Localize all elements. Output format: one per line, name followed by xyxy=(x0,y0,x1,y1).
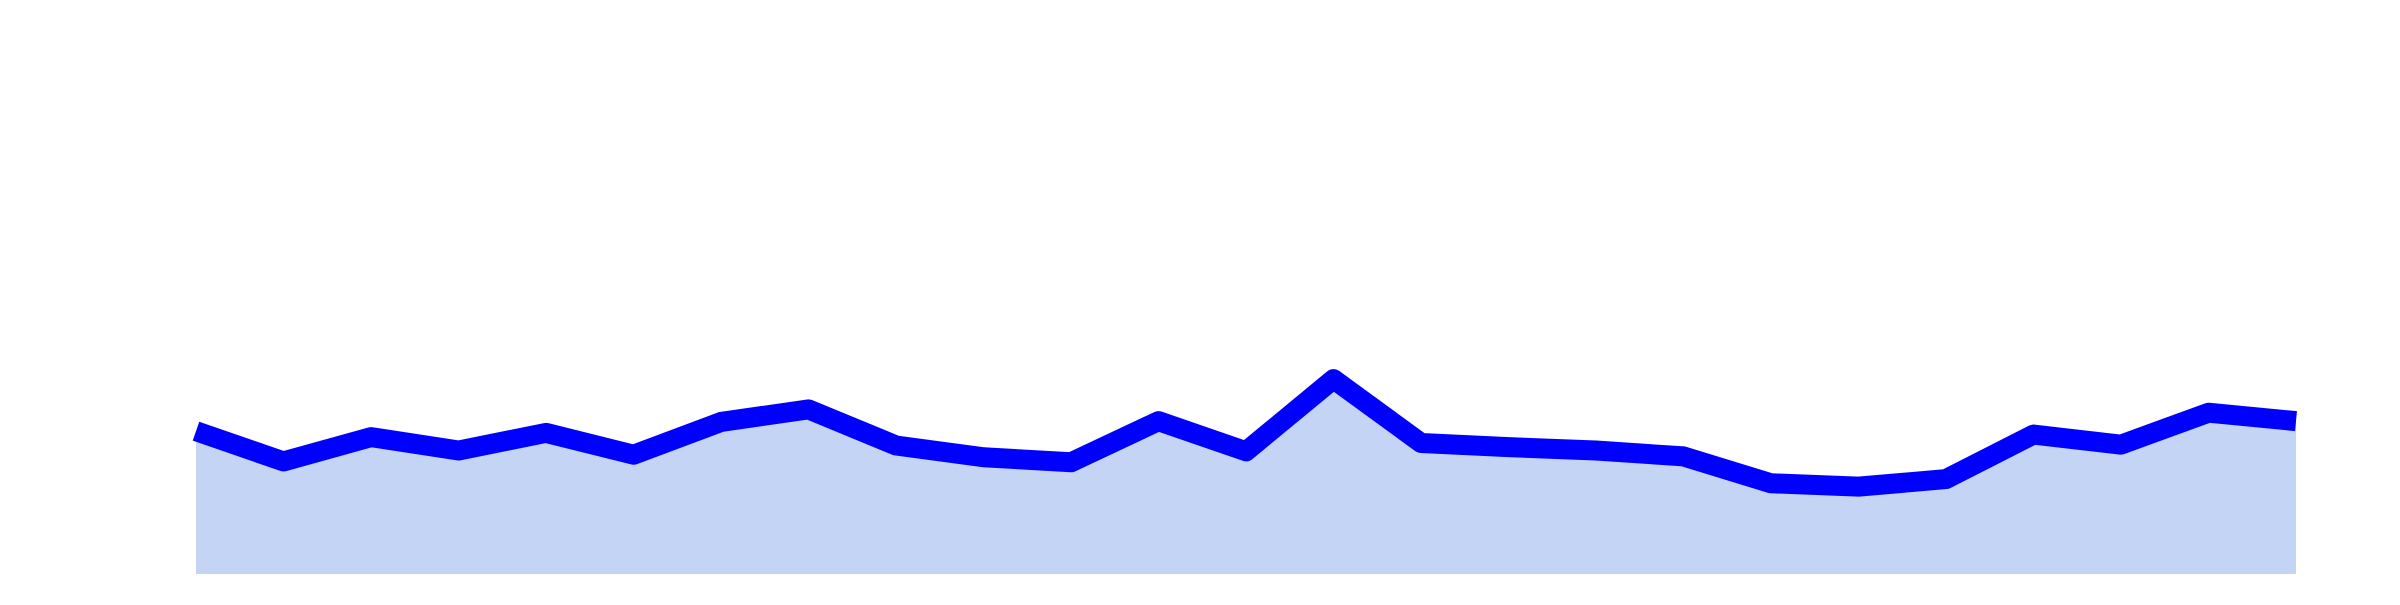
line-layer xyxy=(192,369,2297,497)
series-line xyxy=(192,369,2297,497)
area-layer xyxy=(196,379,2296,574)
series-area xyxy=(196,379,2296,574)
